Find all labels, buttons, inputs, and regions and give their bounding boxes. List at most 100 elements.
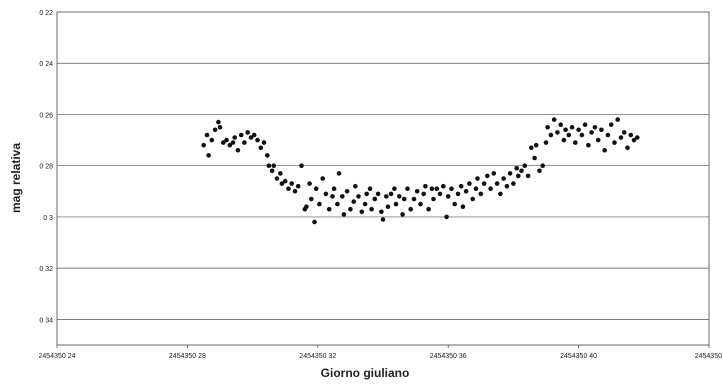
data-point	[475, 176, 480, 181]
data-point	[426, 206, 431, 212]
data-point	[563, 127, 568, 133]
data-point	[545, 125, 550, 130]
x-tick-label: 2454350 32	[299, 353, 336, 360]
data-point	[551, 117, 557, 122]
data-point	[473, 186, 479, 191]
data-point	[592, 125, 598, 130]
data-point	[248, 135, 254, 140]
data-point	[216, 119, 221, 125]
data-point	[258, 145, 264, 151]
data-point	[323, 191, 329, 197]
data-point	[449, 186, 454, 191]
data-point	[282, 178, 288, 184]
data-point	[336, 171, 342, 176]
data-point	[445, 194, 451, 199]
data-point	[278, 171, 283, 176]
data-point	[516, 173, 521, 179]
data-point	[401, 196, 407, 202]
data-point	[265, 153, 270, 158]
data-point	[330, 194, 335, 199]
data-point	[444, 214, 449, 220]
data-point	[369, 206, 374, 212]
data-point	[429, 186, 435, 191]
data-point	[221, 140, 226, 145]
data-point	[437, 191, 443, 197]
data-point	[441, 183, 446, 189]
data-point	[397, 194, 402, 199]
data-point	[380, 217, 386, 222]
data-point	[504, 183, 510, 189]
data-point	[326, 206, 332, 212]
data-point	[400, 212, 405, 217]
data-point	[356, 194, 361, 199]
data-point	[359, 209, 365, 215]
x-tick-label: 2454350	[695, 353, 722, 360]
data-point	[232, 135, 237, 140]
data-point	[217, 125, 223, 130]
data-point	[481, 181, 487, 186]
data-point	[317, 201, 322, 207]
data-point	[393, 201, 399, 207]
data-point	[543, 140, 549, 145]
y-tick-label: 0 34	[39, 317, 53, 324]
data-point	[375, 191, 381, 197]
data-point	[279, 181, 285, 186]
data-points	[201, 117, 640, 225]
data-point	[304, 204, 309, 209]
data-point	[621, 130, 627, 135]
data-point	[478, 191, 484, 197]
y-tick-label: 0 22	[39, 10, 53, 17]
data-point	[340, 194, 345, 199]
data-point	[467, 181, 472, 186]
data-point	[385, 204, 391, 209]
data-point	[485, 173, 490, 179]
data-point	[586, 142, 591, 148]
data-point	[537, 168, 542, 174]
data-point	[498, 191, 503, 197]
data-point	[501, 176, 506, 181]
data-point	[286, 186, 291, 191]
data-point	[463, 189, 469, 194]
data-point	[266, 163, 272, 168]
data-point	[555, 130, 560, 135]
data-point	[307, 181, 312, 186]
y-axis-label: mag relativa	[9, 143, 23, 213]
data-point	[605, 132, 611, 138]
data-point	[367, 186, 373, 191]
y-tick-label: 0 3	[43, 215, 53, 222]
data-point	[405, 186, 410, 191]
data-point	[579, 132, 585, 138]
data-point	[411, 196, 417, 202]
data-point	[589, 130, 594, 135]
data-point	[335, 201, 340, 207]
data-point	[514, 166, 519, 171]
data-point	[566, 132, 572, 138]
data-point	[491, 171, 497, 176]
data-point	[238, 132, 244, 138]
data-point	[522, 163, 528, 168]
data-point	[341, 212, 347, 217]
data-point	[599, 127, 604, 133]
data-point	[351, 199, 357, 204]
data-point	[274, 176, 280, 181]
data-point	[602, 148, 607, 153]
data-point	[625, 145, 630, 151]
data-point	[421, 191, 427, 197]
x-axis-label: Giorno giuliano	[321, 366, 410, 380]
data-point	[631, 137, 637, 143]
y-tick-label: 0 32	[39, 266, 53, 273]
data-point	[458, 183, 464, 189]
data-point	[582, 122, 588, 127]
data-point	[392, 186, 397, 191]
data-point	[289, 181, 295, 186]
data-point	[261, 140, 267, 145]
data-point	[255, 137, 260, 143]
data-point	[414, 189, 420, 194]
data-point	[224, 137, 229, 143]
data-point	[612, 140, 617, 145]
y-tick-label: 0 24	[39, 61, 53, 68]
data-point	[292, 189, 298, 194]
data-point	[364, 191, 370, 197]
data-point	[227, 142, 233, 148]
x-tick-label: 2454350 24	[39, 353, 76, 360]
